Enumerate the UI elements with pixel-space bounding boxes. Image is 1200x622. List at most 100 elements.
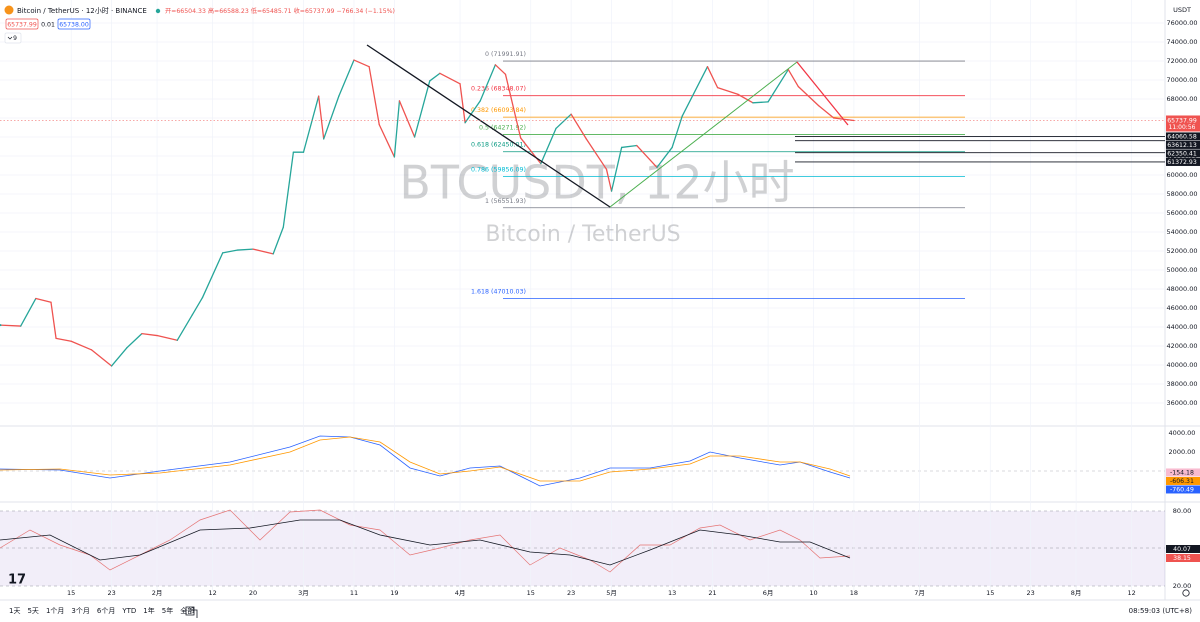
price-segment: [585, 138, 608, 170]
rsi-tick-label: 80.00: [1173, 507, 1192, 515]
price-line-label: 62350.41: [1167, 150, 1197, 157]
x-tick-label: 12: [1128, 589, 1136, 597]
fib-label: 1 (56551.93): [485, 198, 526, 205]
macd-value-label: -606.31: [1170, 478, 1194, 485]
rsi-tick-label: 20.00: [1173, 582, 1192, 590]
price-segment: [459, 83, 466, 124]
y-tick-label: 52000.00: [1166, 247, 1197, 255]
price-line-box: [1166, 132, 1200, 141]
macd-line: [0, 435, 851, 487]
price-line-box: [1166, 157, 1200, 166]
fib-label: 1.618 (47010.03): [471, 288, 526, 295]
price-line-label: 63612.13: [1167, 142, 1197, 149]
x-tick-label: 21: [708, 589, 716, 597]
ask[interactable]: 65738.00: [59, 22, 89, 29]
price-segment: [610, 146, 623, 192]
range-button[interactable]: 全部: [180, 606, 194, 615]
x-tick-label: 3月: [298, 589, 309, 597]
fib-label: 0.382 (66093.84): [471, 107, 526, 114]
y-tick-label: 68000.00: [1166, 95, 1197, 103]
macd-value-label: -154.18: [1170, 469, 1194, 476]
x-tick-label: 7月: [914, 589, 925, 597]
y-tick-label: 48000.00: [1166, 285, 1197, 293]
y-tick-label: 40000.00: [1166, 361, 1197, 369]
macd-tick-label: 2000.00: [1169, 448, 1196, 456]
range-button[interactable]: 1年: [143, 606, 154, 615]
price-line-box: [1166, 140, 1200, 149]
price-segment: [681, 66, 709, 117]
x-tick-label: 23: [107, 589, 115, 597]
price-segment: [737, 93, 754, 104]
price-segment: [90, 349, 113, 367]
range-button[interactable]: 5天: [27, 607, 38, 615]
price-segment: [767, 68, 789, 103]
macd-value-box: [1166, 476, 1200, 485]
y-tick-label: 58000.00: [1166, 190, 1197, 198]
y-tick-label: 36000.00: [1166, 399, 1197, 407]
price-segment: [504, 73, 522, 139]
price-segment: [398, 100, 416, 138]
range-button[interactable]: 3个月: [71, 607, 89, 615]
settings-icon[interactable]: [1182, 589, 1190, 597]
symbol-icon: [4, 5, 14, 15]
fib-label: 0.236 (68348.07): [471, 86, 526, 93]
price-segment: [55, 337, 72, 342]
price-segment: [70, 340, 93, 351]
price-segment: [201, 252, 224, 299]
price-segment: [176, 313, 194, 341]
logo: 𝟭𝟳: [8, 573, 26, 588]
y-tick-label: 74000.00: [1166, 38, 1197, 46]
range-button[interactable]: 1天: [9, 607, 20, 615]
indicators-toggle[interactable]: [4, 32, 22, 44]
range-button[interactable]: 5年: [162, 606, 173, 615]
price-segment: [671, 115, 683, 149]
countdown: 11:00:56: [1169, 124, 1196, 131]
indicator-count[interactable]: 9: [13, 35, 17, 42]
price-segment: [50, 301, 57, 340]
x-tick-label: 23: [1027, 589, 1035, 597]
x-tick-label: 11: [350, 589, 358, 597]
status-dot: [155, 8, 161, 14]
price-segment: [555, 113, 572, 130]
bid[interactable]: 65737.99: [7, 22, 37, 29]
price-segment: [282, 151, 295, 228]
price-segment: [141, 332, 158, 337]
x-tick-label: 10: [809, 589, 817, 597]
range-button[interactable]: 1个月: [46, 607, 64, 615]
price-segment: [222, 249, 239, 254]
price-segment: [272, 226, 284, 255]
price-segment: [429, 72, 441, 82]
y-tick-label: 72000.00: [1166, 57, 1197, 65]
macd-tick-label: 4000.00: [1169, 429, 1196, 437]
price-segment: [126, 332, 143, 349]
range-button[interactable]: 6个月: [97, 607, 115, 615]
compare-icon[interactable]: [185, 606, 198, 618]
watermark-subtitle: Bitcoin / TetherUS: [485, 222, 680, 247]
symbol[interactable]: Bitcoin / TetherUS · 12小时 · BINANCE: [17, 6, 147, 15]
price-segment: [302, 95, 320, 153]
x-tick-label: 15: [986, 589, 994, 597]
trend-line: [796, 61, 849, 126]
price-line-label: 64060.58: [1167, 133, 1197, 140]
price-segment: [393, 100, 401, 158]
price-segment: [464, 100, 481, 124]
last-price-label: 65737.99: [1167, 117, 1197, 124]
macd-value-label: -760.49: [1170, 486, 1194, 493]
range-button[interactable]: YTD: [121, 607, 136, 615]
y-tick-label: 50000.00: [1166, 266, 1197, 274]
trend-line: [366, 44, 611, 208]
x-tick-label: 23: [567, 589, 575, 597]
sell-box[interactable]: [5, 18, 39, 30]
macd-signal: [0, 436, 851, 482]
price-segment: [353, 59, 370, 68]
rsi-value-label: 40.07: [1173, 546, 1191, 553]
ohlc: 开=66504.33 高=66588.23 低=65485.71 收=65737…: [165, 7, 395, 15]
rsi-value-box: [1166, 554, 1200, 562]
x-tick-label: 4月: [455, 589, 466, 597]
fib-label: 0.786 (59856.09): [471, 166, 526, 173]
axis-unit: USDT: [1173, 6, 1191, 14]
buy-box[interactable]: [57, 18, 91, 30]
x-tick-label: 15: [67, 589, 75, 597]
price-segment: [413, 80, 431, 138]
